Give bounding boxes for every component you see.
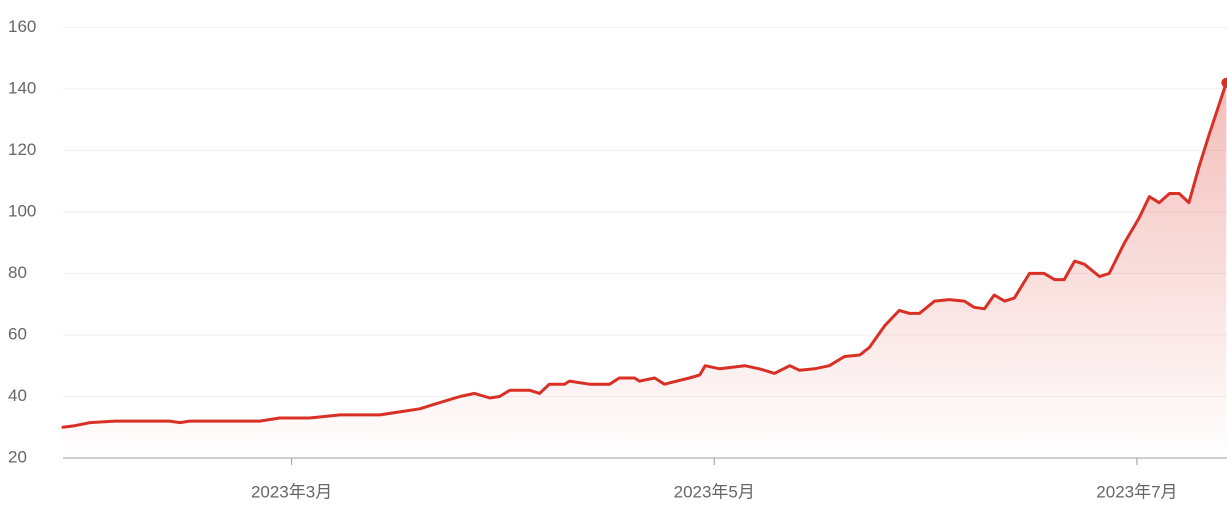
y-tick-label: 100 <box>8 201 36 220</box>
y-tick-label: 120 <box>8 140 36 159</box>
y-tick-label: 20 <box>8 447 27 466</box>
y-tick-label: 40 <box>8 386 27 405</box>
x-tick-label: 2023年5月 <box>674 482 755 501</box>
x-tick-label: 2023年7月 <box>1096 482 1177 501</box>
y-tick-label: 160 <box>8 17 36 36</box>
area-fill <box>62 82 1227 458</box>
end-point <box>1221 77 1227 88</box>
y-tick-label: 80 <box>8 263 27 282</box>
x-tick-label: 2023年3月 <box>251 482 332 501</box>
y-tick-label: 60 <box>8 324 27 343</box>
y-tick-label: 140 <box>8 78 36 97</box>
price-line <box>61 81 1227 429</box>
